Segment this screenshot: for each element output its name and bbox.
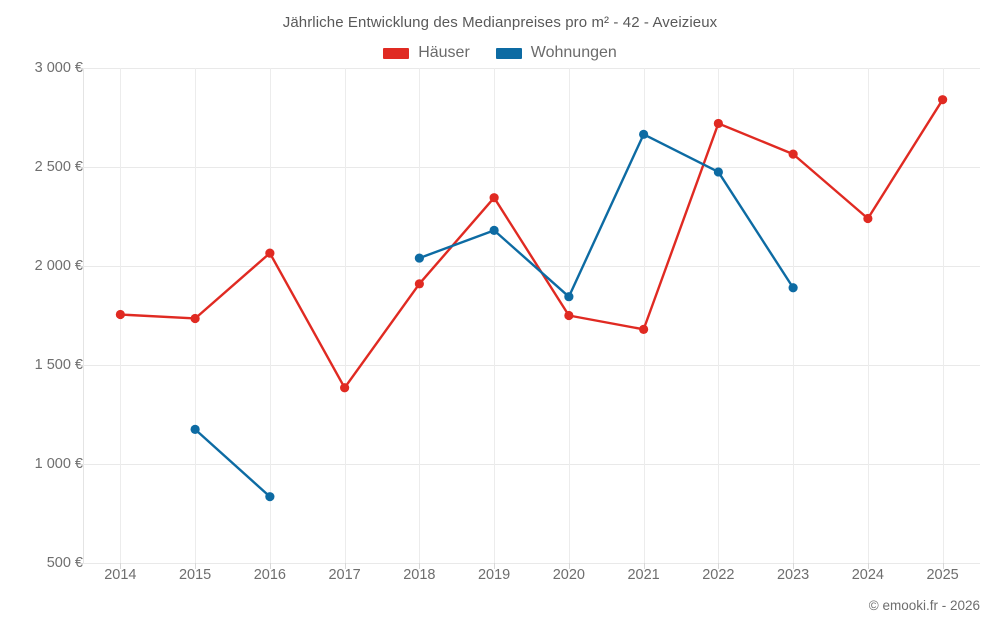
y-tick-mark <box>77 365 83 366</box>
y-axis-line <box>83 68 84 563</box>
y-tick-label: 3 000 € <box>34 60 83 76</box>
x-tick-label: 2025 <box>926 567 959 583</box>
x-tick-label: 2015 <box>178 567 212 583</box>
gridline-vertical <box>793 68 795 563</box>
gridline-horizontal <box>83 167 980 168</box>
x-tick-label: 2019 <box>477 567 511 583</box>
data-point-wohnungen[interactable] <box>639 129 649 139</box>
gridline-vertical <box>643 68 645 563</box>
y-tick-label: 1 500 € <box>34 357 83 373</box>
footer-credit: © emooki.fr - 2026 <box>868 598 980 613</box>
x-tick-mark <box>568 563 570 569</box>
gridline-vertical <box>867 68 869 563</box>
x-tick-label: 2014 <box>104 567 137 583</box>
gridline-horizontal <box>83 266 980 267</box>
x-tick-label: 2021 <box>627 567 660 583</box>
x-tick-mark <box>195 563 197 569</box>
gridline-vertical <box>494 68 496 563</box>
data-point-wohnungen[interactable] <box>489 225 499 235</box>
y-tick-label: 1 000 € <box>34 456 83 472</box>
x-tick-mark <box>942 563 944 569</box>
series-line-wohnungen <box>418 133 795 298</box>
x-tick-mark <box>419 563 421 569</box>
data-point-häuser[interactable] <box>190 313 200 324</box>
legend-label-wohnungen: Wohnungen <box>530 44 617 61</box>
gridline-vertical <box>344 68 346 563</box>
series-line-wohnungen <box>193 428 272 498</box>
legend-swatch-hauser <box>383 47 410 59</box>
y-axis-ticks: 3 000 € 2 500 € 2 000 € 1 500 € 1 000 € 500 € <box>0 0 83 625</box>
x-tick-mark <box>718 563 720 569</box>
gridline-horizontal <box>83 464 980 465</box>
x-tick-mark <box>867 563 869 569</box>
data-point-häuser[interactable] <box>639 324 649 334</box>
x-tick-label: 2022 <box>702 567 735 583</box>
data-point-häuser[interactable] <box>414 279 424 289</box>
data-point-wohnungen[interactable] <box>265 492 275 502</box>
data-point-häuser[interactable] <box>863 213 873 224</box>
x-tick-mark <box>643 563 645 569</box>
data-point-wohnungen[interactable] <box>788 283 798 293</box>
y-tick-mark <box>77 68 83 69</box>
legend-item-wohnungen[interactable]: Wohnungen <box>495 44 617 62</box>
data-point-häuser[interactable] <box>564 310 574 321</box>
x-tick-mark <box>793 563 795 569</box>
gridline-horizontal <box>83 563 980 564</box>
data-point-häuser[interactable] <box>340 383 350 393</box>
gridline-horizontal <box>83 365 980 366</box>
y-tick-mark <box>77 266 83 267</box>
x-tick-mark <box>120 563 122 569</box>
x-tick-mark <box>494 563 496 569</box>
gridline-vertical <box>942 68 944 563</box>
x-tick-label: 2023 <box>776 567 810 583</box>
gridline-horizontal <box>83 68 980 69</box>
data-point-häuser[interactable] <box>115 309 125 320</box>
gridline-vertical <box>269 68 271 563</box>
data-point-häuser[interactable] <box>938 95 948 105</box>
y-tick-mark <box>77 167 83 168</box>
y-tick-mark <box>77 563 83 564</box>
x-tick-mark <box>344 563 346 569</box>
gridline-vertical <box>419 68 421 563</box>
legend-swatch-wohnungen <box>495 47 522 59</box>
chart-title: Jährliche Entwicklung des Medianpreises … <box>282 14 718 31</box>
x-tick-label: 2024 <box>851 567 885 583</box>
x-tick-label: 2018 <box>403 567 436 583</box>
legend-label-hauser: Häuser <box>418 44 470 61</box>
data-point-häuser[interactable] <box>713 118 723 129</box>
legend-item-hauser[interactable]: Häuser <box>383 44 470 62</box>
x-tick-mark <box>269 563 271 569</box>
y-tick-label: 2 000 € <box>34 258 83 274</box>
data-point-häuser[interactable] <box>265 248 275 258</box>
data-point-wohnungen[interactable] <box>190 424 200 434</box>
data-point-häuser[interactable] <box>788 149 798 159</box>
x-tick-label: 2016 <box>253 567 287 583</box>
data-point-wohnungen[interactable] <box>713 167 723 177</box>
data-point-häuser[interactable] <box>489 193 499 203</box>
chart-legend: Häuser Wohnungen <box>0 44 1000 62</box>
y-tick-label: 2 500 € <box>34 159 83 175</box>
y-tick-mark <box>77 464 83 465</box>
gridline-vertical <box>718 68 720 563</box>
series-line-häuser <box>119 98 944 389</box>
data-point-wohnungen[interactable] <box>414 253 424 263</box>
y-tick-label: 500 € <box>46 555 83 571</box>
x-tick-label: 2017 <box>328 567 361 583</box>
x-tick-label: 2020 <box>552 567 586 583</box>
data-point-wohnungen[interactable] <box>564 292 574 302</box>
